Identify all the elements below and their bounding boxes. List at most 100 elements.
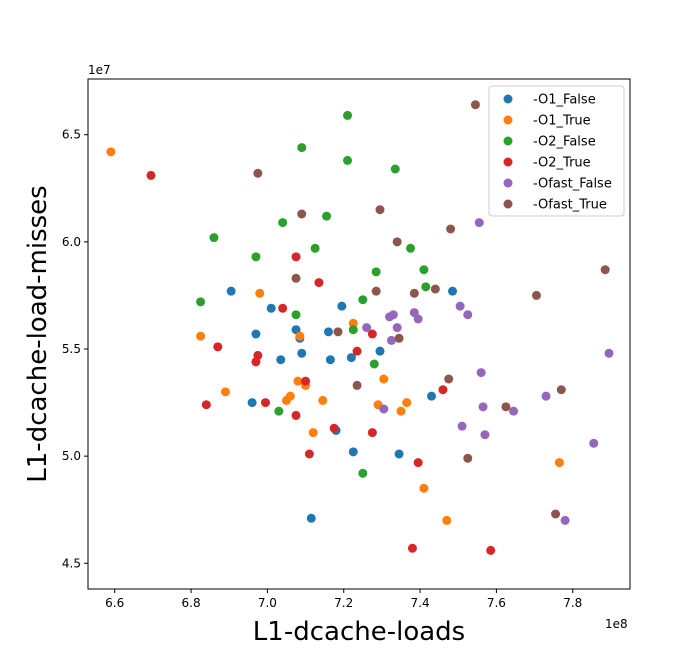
scatter-point — [463, 453, 473, 463]
plot-frame — [87, 78, 631, 590]
scatter-point — [407, 543, 417, 553]
scatter-point — [604, 348, 614, 358]
y-tick-label: 6.5 — [62, 128, 81, 142]
scatter-point — [386, 335, 396, 345]
scatter-point — [318, 395, 328, 405]
legend-marker — [503, 157, 513, 167]
legend-marker — [503, 115, 513, 125]
scatter-point — [310, 243, 320, 253]
scatter-point — [406, 243, 416, 253]
scatter-point — [392, 237, 402, 247]
scatter-point — [509, 406, 519, 416]
scatter-point — [358, 295, 368, 305]
scatter-point — [413, 458, 423, 468]
scatter-point — [278, 218, 288, 228]
x-axis-label: L1-dcache-loads — [253, 617, 465, 647]
scatter-point — [388, 310, 398, 320]
x-tick-label: 7.8 — [563, 596, 582, 610]
scatter-point — [343, 155, 353, 165]
scatter-point — [541, 391, 551, 401]
scatter-point — [476, 368, 486, 378]
x-tick-label: 7.6 — [487, 596, 506, 610]
legend-label: -O1_False — [533, 93, 596, 108]
y-tick-label: 4.5 — [62, 556, 81, 570]
scatter-point — [196, 297, 206, 307]
scatter-point — [430, 284, 440, 294]
y-tick-label: 5.5 — [62, 342, 81, 356]
scatter-point — [260, 398, 270, 408]
scatter-point — [375, 346, 385, 356]
scatter-point — [220, 387, 230, 397]
y-tick-label: 5.0 — [62, 449, 81, 463]
legend-marker — [503, 136, 513, 146]
scatter-point — [375, 205, 385, 215]
scatter-point — [531, 290, 541, 300]
scatter-point — [438, 385, 448, 395]
legend-box — [488, 85, 625, 217]
scatter-point — [253, 168, 263, 178]
scatter-point — [501, 402, 511, 412]
scatter-point — [295, 331, 305, 341]
scatter-point — [448, 286, 458, 296]
scatter-point — [470, 100, 480, 110]
y-tick-label: 6.0 — [62, 235, 81, 249]
scatter-point — [106, 147, 116, 157]
scatter-point — [253, 350, 263, 360]
scatter-point — [308, 428, 318, 438]
legend-marker — [503, 94, 513, 104]
scatter-point — [274, 406, 284, 416]
scatter-point — [352, 346, 362, 356]
legend-marker — [503, 178, 513, 188]
scatter-point — [276, 355, 286, 365]
scatter-point — [291, 310, 301, 320]
scatter-point — [348, 325, 358, 335]
scatter-point — [455, 301, 465, 311]
scatter-point — [343, 110, 353, 120]
scatter-point — [255, 288, 265, 298]
scatter-point — [323, 327, 333, 337]
legend-label: -O2_True — [533, 156, 591, 171]
scatter-point — [266, 303, 276, 313]
scatter-point — [600, 265, 610, 275]
scatter-point — [314, 278, 324, 288]
scatter-point — [297, 209, 307, 219]
legend-label: -Ofast_False — [533, 177, 612, 192]
points-layer — [106, 100, 614, 555]
scatter-point — [346, 353, 356, 363]
scatter-point — [409, 288, 419, 298]
scatter-point — [560, 515, 570, 525]
legend-label: -O2_False — [533, 135, 596, 150]
scatter-point — [348, 447, 358, 457]
scatter-point — [301, 376, 311, 386]
scatter-point — [394, 449, 404, 459]
scatter-point — [486, 545, 496, 555]
scatter-point — [209, 233, 219, 243]
scatter-point — [226, 286, 236, 296]
scatter-point — [463, 310, 473, 320]
x-tick-label: 6.6 — [105, 596, 124, 610]
scatter-point — [348, 318, 358, 328]
scatter-point — [291, 273, 301, 283]
scatter-point — [358, 468, 368, 478]
scatter-point — [251, 252, 261, 262]
scatter-point — [367, 428, 377, 438]
scatter-point — [402, 398, 412, 408]
x-tick-label: 7.4 — [411, 596, 430, 610]
scatter-point — [333, 327, 343, 337]
x-tick-label: 6.8 — [182, 596, 201, 610]
scatter-point — [444, 374, 454, 384]
scatter-point — [392, 323, 402, 333]
legend-marker — [503, 199, 513, 209]
scatter-point — [293, 376, 303, 386]
x-offset-label: 1e8 — [605, 617, 628, 631]
scatter-point — [329, 423, 339, 433]
scatter-point — [474, 218, 484, 228]
scatter-point — [306, 513, 316, 523]
scatter-point — [556, 385, 566, 395]
scatter-point — [419, 265, 429, 275]
scatter-point — [478, 402, 488, 412]
legend-label: -Ofast_True — [533, 198, 607, 213]
x-tick-label: 7.0 — [258, 596, 277, 610]
scatter-point — [413, 314, 423, 324]
